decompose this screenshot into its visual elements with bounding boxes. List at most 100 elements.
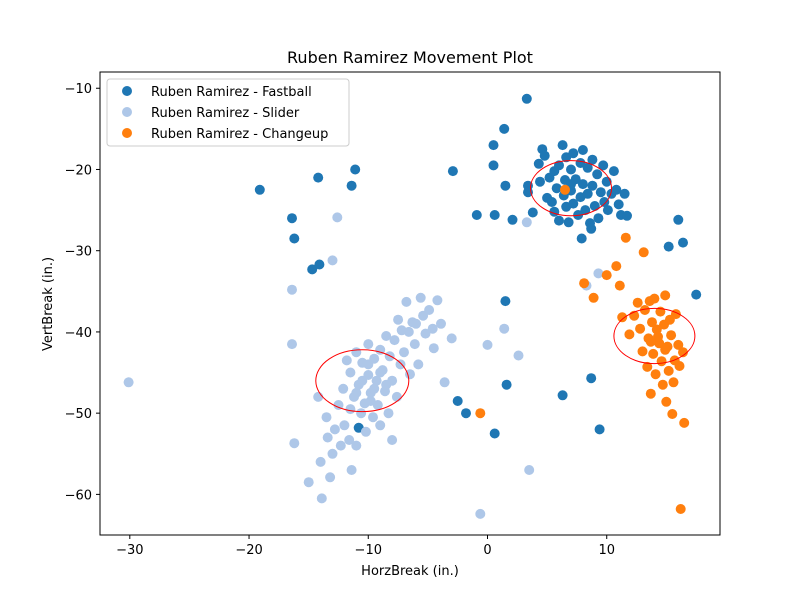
data-point-changeup bbox=[656, 356, 667, 367]
data-point-fastball bbox=[566, 164, 576, 175]
data-point-fastball bbox=[608, 166, 619, 177]
data-point-slider bbox=[315, 456, 326, 467]
data-point-fastball bbox=[287, 213, 297, 224]
data-point-slider bbox=[415, 292, 426, 303]
data-point-slider bbox=[339, 420, 350, 431]
data-point-fastball bbox=[461, 408, 471, 419]
ellipse-layer bbox=[315, 160, 696, 413]
data-point-slider bbox=[351, 387, 362, 398]
data-point-slider bbox=[391, 391, 402, 402]
data-point-slider bbox=[482, 339, 493, 350]
data-point-fastball bbox=[489, 428, 500, 439]
data-point-slider bbox=[475, 508, 486, 519]
data-point-fastball bbox=[691, 289, 702, 300]
y-tick-label: −10 bbox=[65, 82, 92, 97]
data-point-fastball bbox=[307, 264, 318, 275]
data-point-changeup bbox=[668, 377, 679, 388]
data-point-fastball bbox=[577, 179, 588, 190]
data-point-slider bbox=[387, 435, 398, 445]
data-point-slider bbox=[363, 359, 374, 370]
data-point-fastball bbox=[350, 164, 361, 175]
data-point-changeup bbox=[632, 297, 643, 308]
data-point-slider bbox=[357, 375, 368, 386]
data-point-changeup bbox=[647, 317, 657, 328]
data-point-fastball bbox=[568, 198, 579, 209]
data-point-fastball bbox=[500, 296, 511, 307]
cluster-ellipse bbox=[315, 349, 410, 413]
data-point-slider bbox=[427, 323, 438, 334]
data-point-changeup bbox=[673, 339, 684, 350]
data-point-slider bbox=[369, 383, 380, 394]
data-point-fastball bbox=[611, 184, 622, 195]
data-point-slider bbox=[436, 318, 446, 329]
data-point-changeup bbox=[475, 408, 486, 419]
data-point-fastball bbox=[557, 390, 568, 401]
y-axis-label: VertBreak (in.) bbox=[41, 257, 56, 351]
data-point-changeup bbox=[657, 379, 668, 390]
data-point-slider bbox=[356, 408, 367, 419]
data-point-slider bbox=[303, 477, 314, 488]
data-point-slider bbox=[322, 432, 333, 443]
data-point-slider bbox=[371, 375, 382, 386]
plot-frame bbox=[99, 71, 721, 536]
data-point-fastball bbox=[521, 93, 532, 104]
data-point-changeup bbox=[645, 388, 656, 399]
data-point-slider bbox=[384, 351, 395, 362]
data-point-fastball bbox=[602, 205, 613, 216]
data-point-fastball bbox=[554, 215, 564, 226]
data-point-fastball bbox=[576, 233, 587, 244]
y-tick-label: −60 bbox=[65, 488, 92, 503]
data-point-fastball bbox=[507, 214, 518, 225]
legend-label-slider: Ruben Ramirez - Slider bbox=[151, 106, 300, 121]
data-point-slider bbox=[327, 255, 338, 266]
y-tick-label: −20 bbox=[65, 163, 92, 178]
data-point-slider bbox=[351, 440, 362, 451]
data-point-changeup bbox=[642, 361, 653, 372]
data-point-fastball bbox=[582, 162, 593, 173]
data-point-fastball bbox=[557, 140, 568, 151]
data-point-slider bbox=[329, 424, 340, 435]
data-point-fastball bbox=[546, 197, 557, 207]
data-point-slider bbox=[383, 408, 394, 419]
data-point-changeup bbox=[679, 417, 690, 428]
data-point-slider bbox=[341, 355, 352, 366]
data-point-slider bbox=[420, 328, 431, 339]
data-point-fastball bbox=[346, 180, 357, 191]
y-tick-label: −40 bbox=[65, 326, 92, 341]
data-point-changeup bbox=[660, 344, 671, 355]
data-point-fastball bbox=[551, 183, 562, 194]
chart-title: Ruben Ramirez Movement Plot bbox=[287, 48, 533, 67]
data-point-slider bbox=[287, 339, 297, 350]
data-point-slider bbox=[351, 347, 362, 358]
data-point-slider bbox=[381, 331, 392, 341]
legend-box bbox=[106, 78, 350, 147]
data-point-changeup bbox=[588, 292, 599, 303]
data-point-changeup bbox=[666, 330, 677, 341]
data-point-fastball bbox=[488, 140, 499, 151]
data-point-changeup bbox=[653, 331, 663, 342]
data-point-fastball bbox=[592, 169, 603, 180]
data-point-slider bbox=[327, 448, 338, 459]
data-point-slider bbox=[432, 295, 443, 306]
data-point-fastball bbox=[563, 217, 574, 228]
x-axis: −30 −20 −10 0 10 bbox=[116, 535, 615, 558]
data-point-fastball bbox=[527, 207, 538, 218]
data-point-slider bbox=[401, 296, 412, 307]
data-point-fastball bbox=[535, 176, 545, 187]
data-point-slider bbox=[499, 323, 510, 334]
x-tick-label: 0 bbox=[483, 543, 491, 558]
data-point-changeup bbox=[678, 347, 688, 358]
data-point-fastball bbox=[580, 205, 591, 216]
data-point-fastball bbox=[489, 210, 500, 220]
plot-area bbox=[123, 93, 702, 519]
data-point-fastball bbox=[663, 241, 674, 252]
legend-label-fastball: Ruben Ramirez - Fastball bbox=[151, 85, 312, 100]
data-point-fastball bbox=[598, 160, 609, 171]
data-point-slider bbox=[381, 379, 392, 390]
data-point-changeup bbox=[648, 348, 659, 359]
data-point-slider bbox=[439, 377, 450, 388]
data-point-changeup bbox=[638, 247, 649, 258]
data-point-slider bbox=[316, 493, 327, 504]
data-point-slider bbox=[524, 465, 535, 475]
data-point-changeup bbox=[560, 184, 570, 195]
